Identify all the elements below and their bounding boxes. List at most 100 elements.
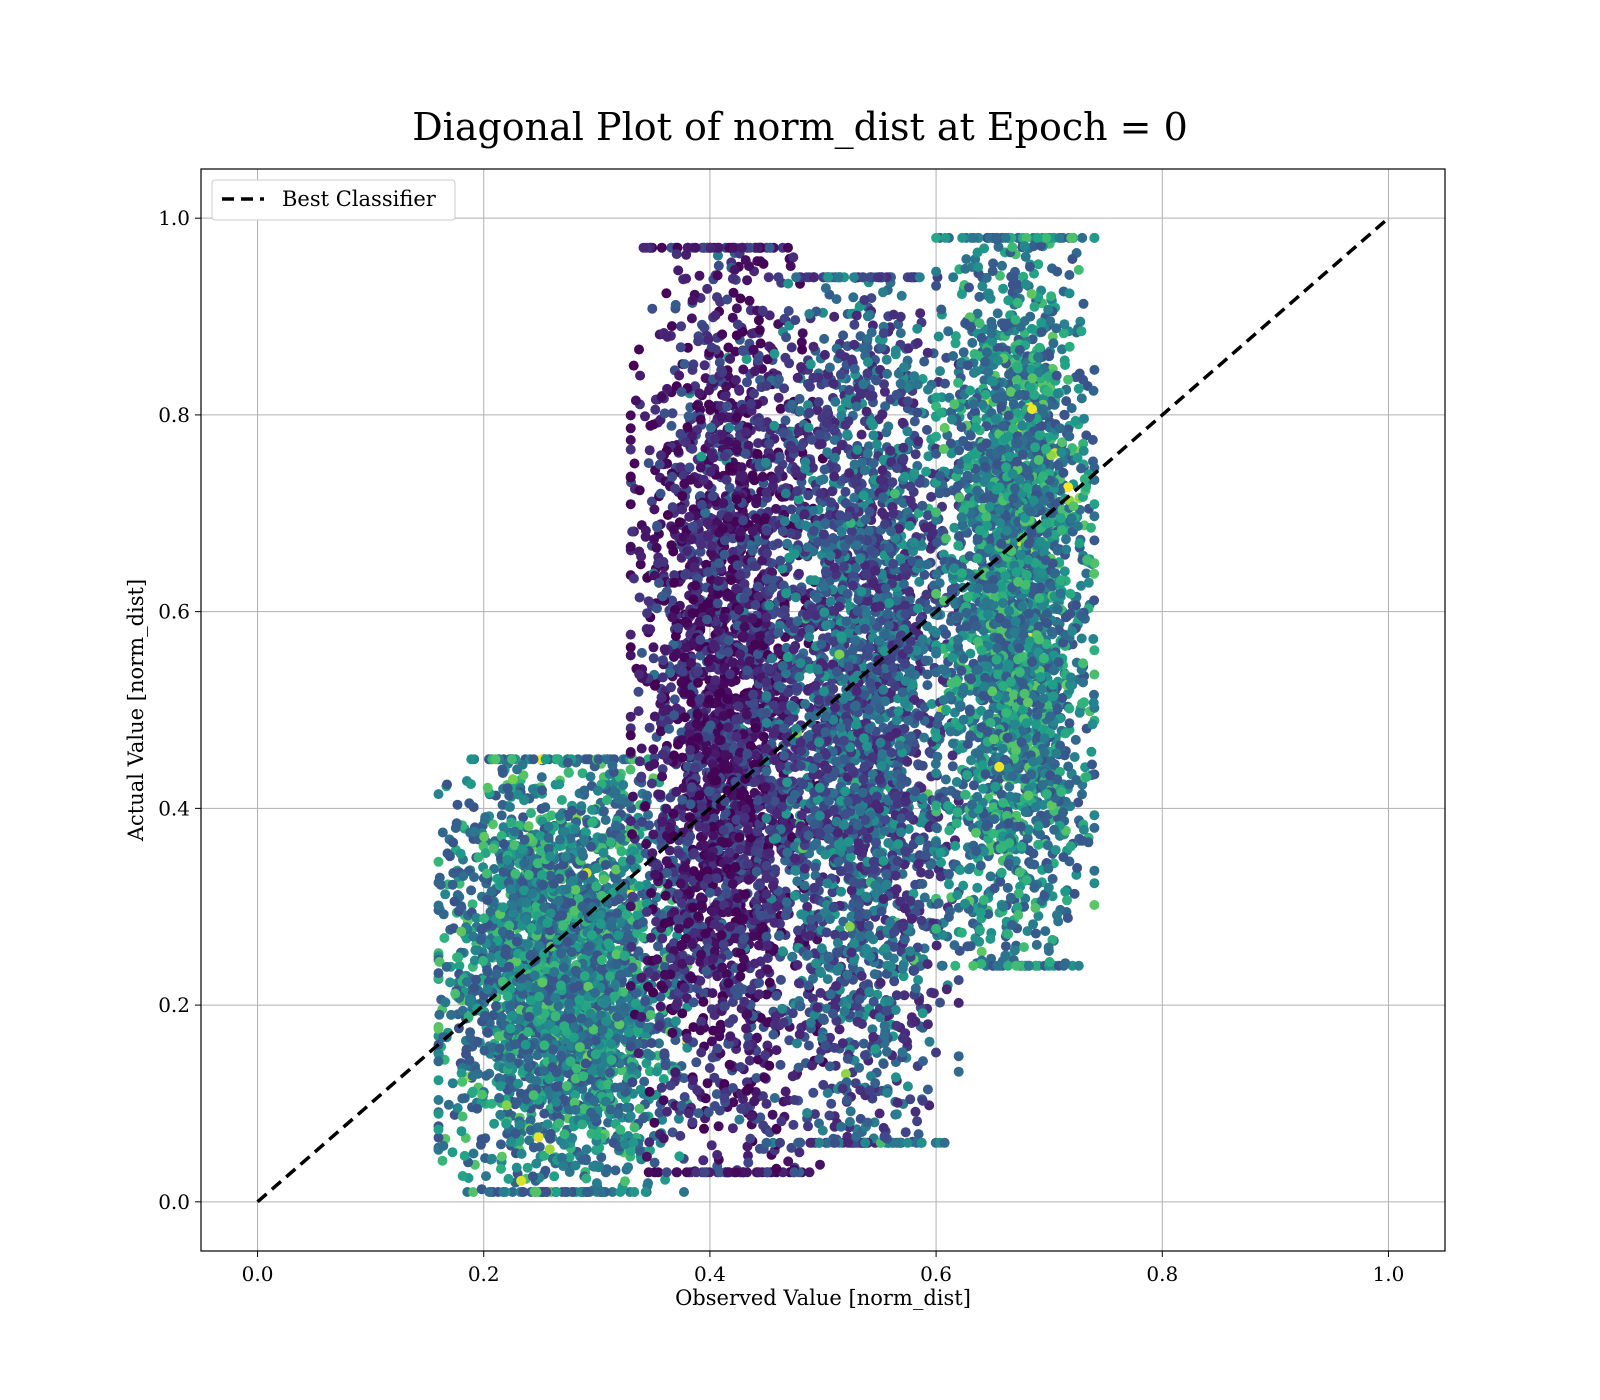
scatter-point xyxy=(623,1027,634,1038)
scatter-point xyxy=(610,820,621,831)
scatter-point xyxy=(595,910,606,921)
scatter-point xyxy=(472,1103,482,1114)
scatter-point xyxy=(589,1096,600,1106)
scatter-point xyxy=(679,1187,689,1197)
scatter-point xyxy=(501,1100,512,1111)
scatter-point xyxy=(475,934,486,945)
scatter-point xyxy=(783,242,793,253)
scatter-point xyxy=(658,655,668,666)
scatter-point xyxy=(550,1011,561,1022)
scatter-point xyxy=(543,1019,554,1030)
scatter-point xyxy=(580,1058,591,1069)
scatter-point xyxy=(447,879,458,890)
scatter-point xyxy=(528,1090,539,1101)
scatter-point xyxy=(598,806,609,817)
scatter-point xyxy=(452,1103,463,1113)
scatter-point xyxy=(721,474,732,485)
scatter-point xyxy=(464,798,475,809)
scatter-point xyxy=(688,1075,698,1086)
scatter-point xyxy=(534,940,545,951)
scatter-point xyxy=(507,754,517,765)
scatter-point xyxy=(443,1099,454,1110)
scatter-point xyxy=(505,802,515,812)
scatter-point xyxy=(691,1057,702,1068)
scatter-point xyxy=(559,1139,570,1150)
scatter-point xyxy=(600,815,611,825)
scatter-point xyxy=(549,967,560,977)
scatter-point xyxy=(730,375,741,385)
scatter-point xyxy=(599,998,610,1009)
scatter-point xyxy=(570,884,581,895)
scatter-point xyxy=(724,1018,735,1028)
scatter-point xyxy=(627,891,638,902)
scatter-point xyxy=(637,817,648,827)
scatter-point xyxy=(642,1048,653,1059)
data-points xyxy=(433,232,1100,1197)
scatter-point xyxy=(465,779,476,790)
scatter-point xyxy=(677,666,688,677)
scatter-point xyxy=(625,764,636,775)
scatter-point xyxy=(574,1042,585,1053)
scatter-point xyxy=(592,785,603,796)
scatter-point xyxy=(502,855,513,865)
scatter-point xyxy=(433,1124,444,1135)
scatter-point xyxy=(579,835,590,846)
scatter-point xyxy=(581,1144,592,1155)
scatter-point xyxy=(441,961,452,972)
scatter-point xyxy=(440,889,451,900)
scatter-point xyxy=(523,821,534,832)
scatter-point xyxy=(490,754,501,765)
scatter-point xyxy=(564,998,575,1009)
scatter-point xyxy=(597,833,608,844)
scatter-point xyxy=(596,955,607,965)
scatter-point xyxy=(621,1102,632,1113)
scatter-point xyxy=(577,1119,588,1130)
scatter-point xyxy=(578,1071,589,1082)
scatter-point xyxy=(640,1187,651,1197)
scatter-point xyxy=(587,804,598,815)
scatter-point xyxy=(482,895,493,905)
scatter-point xyxy=(649,1117,660,1128)
scatter-point xyxy=(521,897,532,908)
scatter-point xyxy=(627,962,638,973)
scatter-point xyxy=(565,1013,576,1024)
scatter-point xyxy=(627,829,637,840)
scatter-point xyxy=(607,1187,618,1197)
scatter-point xyxy=(655,1001,666,1012)
scatter-point xyxy=(469,872,480,883)
scatter-point xyxy=(596,1152,607,1163)
scatter-point xyxy=(771,990,782,1001)
scatter-point xyxy=(507,900,518,911)
scatter-point xyxy=(519,834,530,845)
scatter-point xyxy=(522,1162,533,1173)
scatter-point xyxy=(597,1025,608,1035)
scatter-point xyxy=(448,837,459,848)
scatter-point xyxy=(482,782,493,793)
scatter-point xyxy=(707,988,718,999)
scatter-point xyxy=(502,991,513,1002)
scatter-point xyxy=(452,799,463,810)
scatter-point xyxy=(698,996,709,1007)
scatter-point xyxy=(466,754,477,765)
scatter-point xyxy=(673,446,684,457)
scatter-point xyxy=(558,962,569,973)
scatter-point xyxy=(577,901,588,912)
scatter-point xyxy=(804,1167,815,1178)
scatter-point xyxy=(570,1104,581,1115)
scatter-point xyxy=(573,981,584,991)
scatter-point xyxy=(531,1158,542,1169)
scatter-point xyxy=(433,856,444,867)
scatter-point xyxy=(696,1016,707,1027)
scatter-point xyxy=(681,273,692,284)
scatter-point xyxy=(503,1173,514,1184)
scatter-point xyxy=(562,936,573,947)
scatter-point xyxy=(525,1125,536,1136)
scatter-point xyxy=(660,1060,671,1071)
scatter-point xyxy=(626,941,637,952)
scatter-point xyxy=(544,1074,555,1084)
scatter-point xyxy=(665,1080,676,1091)
scatter-point xyxy=(433,1108,444,1119)
scatter-point xyxy=(551,1187,562,1197)
scatter-point xyxy=(736,1103,747,1114)
scatter-point xyxy=(518,1187,529,1197)
